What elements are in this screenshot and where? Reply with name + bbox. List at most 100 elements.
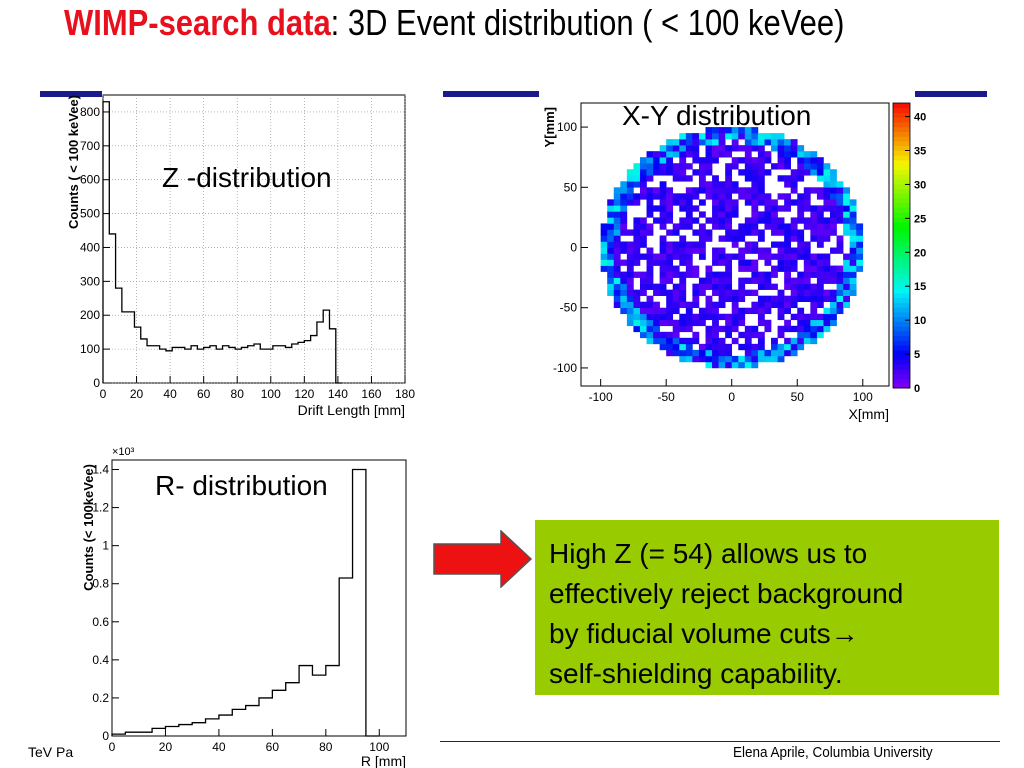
heatmap-cell [816,187,824,194]
heatmap-cell [607,241,615,248]
heatmap-cell [836,181,844,188]
heatmap-cell [705,283,713,290]
heatmap-cell [712,307,719,315]
colorbar-segment [893,274,910,280]
heatmap-cell [600,229,608,236]
heatmap-cell [843,193,850,200]
heatmap-cell [607,265,615,272]
heatmap-cell [685,187,693,194]
y-tick-label: 100 [80,342,100,356]
heatmap-cell [725,223,733,230]
heatmap-cell [744,325,752,333]
heatmap-cell [764,349,772,357]
heatmap-cell [666,259,674,266]
heatmap-cell [777,355,785,363]
heatmap-cell [816,289,824,296]
heatmap-cell [738,319,746,327]
heatmap-cell [718,139,726,146]
heatmap-cell [757,133,765,140]
heatmap-cell [751,133,759,140]
heatmap-cell [620,247,628,254]
heatmap-cell [751,157,759,164]
heatmap-cell [672,283,680,290]
heatmap-cell [830,307,837,315]
heatmap-cell [823,265,831,272]
heatmap-cell [816,301,824,309]
heatmap-cell [836,217,844,224]
heatmap-cell [705,295,713,303]
heatmap-cell [725,169,733,176]
heatmap-cell [646,211,654,218]
heatmap-cell [790,295,798,303]
heatmap-cell [757,145,765,152]
heatmap-cell [738,247,746,254]
colorbar-segment [893,164,910,170]
heatmap-cell [698,157,706,164]
heatmap-cell [784,325,792,333]
heatmap-cell [620,241,628,248]
heatmap-cell [666,247,674,254]
heatmap-cell [757,181,765,188]
heatmap-cell [816,331,824,339]
heatmap-cell [607,211,615,218]
heatmap-cell [757,271,765,278]
z-plot-title: Z -distribution [162,162,332,193]
y-tick-label: 0 [570,241,577,255]
heatmap-cell [784,253,792,260]
heatmap-cell [725,127,733,134]
heatmap-cell [672,301,680,309]
heatmap-cell [600,259,608,266]
y-tick-label: 0.8 [92,577,109,591]
heatmap-cell [731,205,739,212]
heatmap-cell [777,253,785,260]
heatmap-cell [816,265,824,272]
heatmap-cell [810,187,818,194]
y-axis-label: Y[mm] [542,107,557,147]
heatmap-cell [639,223,647,230]
heatmap-cell [692,133,700,140]
y-tick-label: -100 [553,361,577,375]
heatmap-cell [836,265,844,272]
heatmap-cell [751,349,759,357]
heatmap-cell [777,241,785,248]
heatmap-cell [823,253,831,260]
heatmap-cell [823,319,831,327]
colorbar-segment [893,150,910,156]
heatmap-cell [639,235,647,242]
heatmap-cell [705,355,713,363]
heatmap-cell [764,217,772,224]
heatmap-cell [790,337,798,345]
heatmap-cell [685,145,693,152]
heatmap-cell [692,205,700,212]
heatmap-cell [797,235,805,242]
heatmap-cell [751,145,759,152]
heatmap-cell [607,277,615,284]
heatmap-cell [790,283,798,290]
heatmap-cell [823,187,831,194]
heatmap-cell [639,331,647,339]
heatmap-cell [613,229,621,236]
x-tick-label: 100 [261,387,281,401]
heatmap-cell [639,301,647,309]
heatmap-cell [626,199,634,206]
heatmap-cell [698,139,706,146]
heatmap-cell [607,205,615,212]
heatmap-cell [797,319,805,327]
heatmap-cell [679,133,687,140]
heatmap-cell [672,151,680,158]
right-arrow-icon [433,530,533,588]
heatmap-cell [626,253,634,260]
heatmap-cell [659,199,667,206]
heatmap-cell [856,247,864,254]
heatmap-cell [600,241,608,248]
heatmap-cell [698,181,706,188]
heatmap-cell [626,169,634,176]
heatmap-cell [659,343,667,351]
colorbar-segment [893,259,910,265]
heatmap-cell [679,301,687,309]
y-tick-label: 1 [102,539,109,553]
heatmap-cell [797,295,805,303]
heatmap-cell [797,193,805,200]
heatmap-cell [725,181,733,188]
heatmap-cell [633,301,641,309]
